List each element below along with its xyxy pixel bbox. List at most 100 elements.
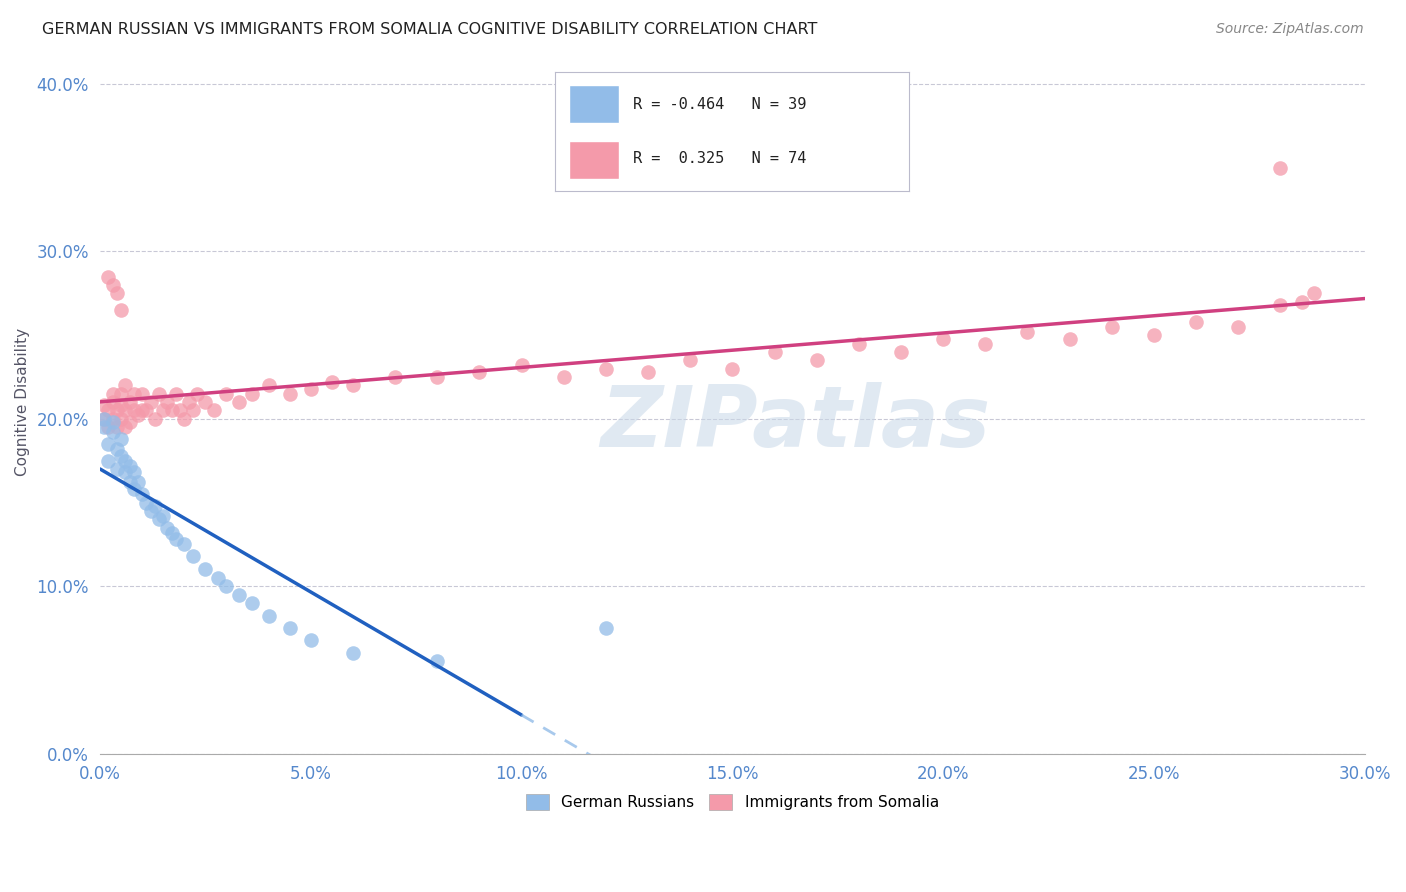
Point bbox=[139, 395, 162, 409]
Point bbox=[342, 378, 364, 392]
Point bbox=[194, 395, 217, 409]
Point bbox=[148, 512, 170, 526]
Point bbox=[321, 375, 343, 389]
Point bbox=[122, 466, 145, 480]
Point bbox=[468, 365, 491, 379]
Point bbox=[510, 359, 533, 373]
Point bbox=[1270, 298, 1292, 312]
Point bbox=[143, 412, 166, 426]
Point bbox=[105, 462, 128, 476]
Point bbox=[240, 386, 263, 401]
Point bbox=[131, 386, 153, 401]
Text: GERMAN RUSSIAN VS IMMIGRANTS FROM SOMALIA COGNITIVE DISABILITY CORRELATION CHART: GERMAN RUSSIAN VS IMMIGRANTS FROM SOMALI… bbox=[42, 22, 817, 37]
Point bbox=[160, 525, 183, 540]
Point bbox=[721, 361, 744, 376]
Point bbox=[595, 621, 617, 635]
Point bbox=[299, 382, 322, 396]
Point bbox=[806, 353, 828, 368]
Point bbox=[101, 412, 124, 426]
Point bbox=[194, 562, 217, 576]
Point bbox=[932, 331, 955, 345]
Point bbox=[122, 403, 145, 417]
Point bbox=[177, 395, 200, 409]
Point bbox=[97, 403, 120, 417]
Text: ZIPatlas: ZIPatlas bbox=[600, 382, 991, 465]
Point bbox=[110, 386, 132, 401]
Point bbox=[114, 378, 136, 392]
Point bbox=[114, 420, 136, 434]
Point bbox=[553, 370, 575, 384]
Point bbox=[763, 345, 786, 359]
Point bbox=[110, 449, 132, 463]
Point bbox=[152, 508, 174, 523]
Point bbox=[1227, 319, 1250, 334]
Point bbox=[165, 533, 187, 547]
Point bbox=[278, 386, 301, 401]
Point bbox=[110, 432, 132, 446]
Point bbox=[181, 549, 204, 563]
Point bbox=[105, 442, 128, 456]
Point bbox=[122, 482, 145, 496]
Point bbox=[110, 412, 132, 426]
Point bbox=[127, 409, 149, 423]
Text: Source: ZipAtlas.com: Source: ZipAtlas.com bbox=[1216, 22, 1364, 37]
Point bbox=[160, 403, 183, 417]
Point bbox=[97, 269, 120, 284]
Point bbox=[114, 453, 136, 467]
Point bbox=[97, 420, 120, 434]
Point bbox=[131, 487, 153, 501]
Point bbox=[1059, 331, 1081, 345]
Point bbox=[101, 425, 124, 440]
Point bbox=[299, 632, 322, 647]
Point bbox=[1101, 319, 1123, 334]
Point bbox=[101, 415, 124, 429]
Point bbox=[848, 336, 870, 351]
Point bbox=[169, 403, 191, 417]
Point bbox=[110, 303, 132, 318]
Point bbox=[156, 520, 179, 534]
Point bbox=[228, 588, 250, 602]
Point bbox=[240, 596, 263, 610]
Point bbox=[228, 395, 250, 409]
Point bbox=[257, 378, 280, 392]
Point bbox=[118, 415, 141, 429]
Point bbox=[105, 403, 128, 417]
Point bbox=[637, 365, 659, 379]
Point bbox=[1270, 161, 1292, 175]
Point bbox=[97, 453, 120, 467]
Point bbox=[890, 345, 912, 359]
Point bbox=[1185, 315, 1208, 329]
Point bbox=[135, 495, 157, 509]
Point bbox=[202, 403, 225, 417]
Point bbox=[278, 621, 301, 635]
Point bbox=[101, 395, 124, 409]
Point bbox=[139, 504, 162, 518]
Point bbox=[114, 466, 136, 480]
Point bbox=[101, 386, 124, 401]
Point bbox=[93, 412, 115, 426]
Point bbox=[152, 403, 174, 417]
Point bbox=[173, 412, 195, 426]
Point bbox=[342, 646, 364, 660]
Point bbox=[1143, 328, 1166, 343]
Point bbox=[215, 386, 238, 401]
Point bbox=[679, 353, 702, 368]
Point bbox=[1303, 286, 1326, 301]
Point bbox=[1291, 294, 1313, 309]
Point bbox=[595, 361, 617, 376]
Point bbox=[173, 537, 195, 551]
Point bbox=[974, 336, 997, 351]
Point bbox=[118, 475, 141, 490]
Point bbox=[257, 609, 280, 624]
Point bbox=[93, 420, 115, 434]
Point bbox=[156, 395, 179, 409]
Point bbox=[165, 386, 187, 401]
Point bbox=[215, 579, 238, 593]
Point bbox=[131, 403, 153, 417]
Point bbox=[143, 499, 166, 513]
Point bbox=[93, 412, 115, 426]
Y-axis label: Cognitive Disability: Cognitive Disability bbox=[15, 328, 30, 476]
Point bbox=[207, 571, 229, 585]
Point bbox=[181, 403, 204, 417]
Point bbox=[105, 286, 128, 301]
